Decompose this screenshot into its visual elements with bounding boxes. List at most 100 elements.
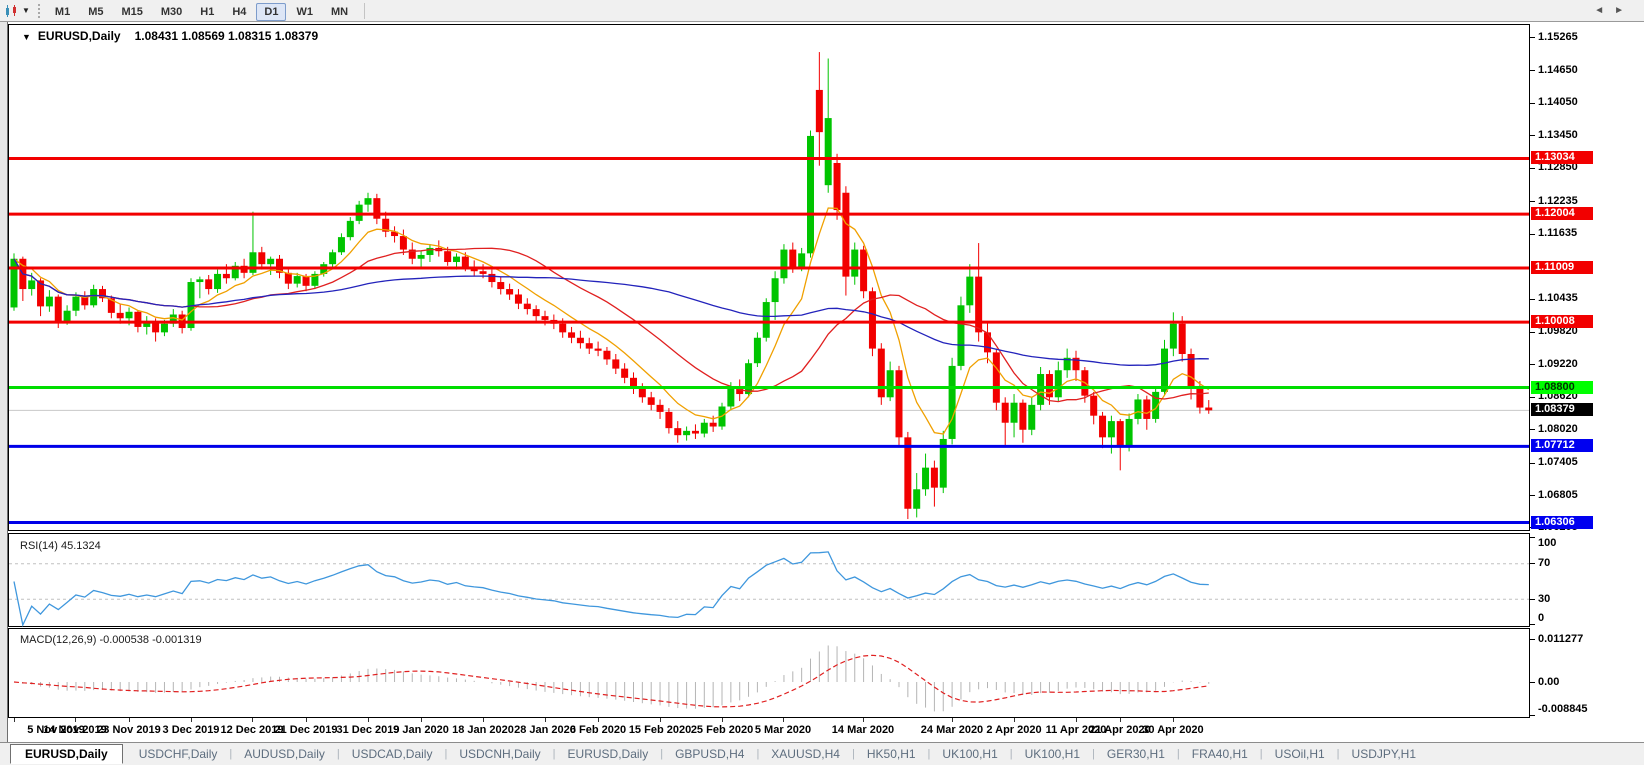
date-label: 14 Mar 2020 [831,724,895,736]
tab-separator: | [1009,748,1013,760]
date-label: 6 Feb 2020 [569,724,627,736]
chart-tab-1[interactable]: USDCHF,Daily [138,747,218,761]
chart-tab-bar: EURUSD,Daily USDCHF,Daily | AUDUSD,Daily | US… [0,742,1644,765]
chart-tab-14[interactable]: USDJPY,H1 [1351,747,1417,761]
tab-separator: | [1092,748,1095,760]
chart-tab-6[interactable]: GBPUSD,H4 [675,747,745,761]
chart-tab-7[interactable]: XAUUSD,H4 [771,747,840,761]
date-tick-mark [483,718,484,722]
date-tick-mark [1014,718,1015,722]
window-left-edge [0,22,8,742]
tab-separator: | [552,748,556,760]
tab-scroll-right-icon[interactable]: ► [1614,5,1634,16]
axis-tick-mark [1530,563,1535,564]
macd-tick-label: 0.00 [1538,675,1560,688]
timeframe-button-d1[interactable]: D1 [256,2,287,21]
rsi-tick-label: 30 [1538,592,1551,605]
chart-title: ▼ EURUSD,Daily 1.08431 1.08569 1.08315 1.0… [22,29,318,43]
date-label: 21 Dec 2019 [274,724,338,736]
axis-tick-mark [1530,397,1535,398]
date-tick-mark [252,718,253,722]
date-label: 24 Mar 2020 [920,724,984,736]
price-axis[interactable]: 1.15265 1.14650 1.14050 1.13450 1.12850 1.122… [1530,24,1644,718]
rsi-line [13,551,1209,628]
chart-tab-10[interactable]: UK100,H1 [1024,747,1081,761]
axis-tick-mark [1530,364,1535,365]
chart-plot-area[interactable] [8,24,1530,718]
chart-tab-3[interactable]: USDCAD,Daily [351,747,433,761]
timeframe-button-h1[interactable]: H1 [200,5,215,18]
axis-tick-mark [1530,715,1535,716]
date-tick-mark [306,718,307,722]
axis-tick-mark [1530,537,1535,538]
tab-scroll-left-icon[interactable]: ◄ [1594,5,1615,16]
chart-tab-5[interactable]: EURUSD,Daily [567,747,649,761]
macd-tick-label: -0.008845 [1538,703,1588,715]
price-tick-label: 1.15265 [1538,31,1578,43]
chevron-down-icon[interactable]: ▼ [22,6,30,15]
date-label: 11 Apr 2020 [1045,724,1107,736]
chart-tab-2[interactable]: AUDUSD,Daily [244,747,325,761]
price-tick-label: 1.14050 [1538,96,1578,108]
timeframe-button-h4[interactable]: H4 [232,5,247,18]
rsi-panel-frame [8,533,1530,627]
toolbar-grip[interactable] [37,3,40,18]
axis-tick-mark [1530,495,1535,496]
date-tick-mark [545,718,546,722]
tab-separator: | [336,748,340,760]
axis-tick-mark [1530,135,1535,136]
level-price-label: 1.07712 [1531,439,1593,452]
date-axis[interactable]: 5 Nov 2019 14 Nov 2019 23 Nov 2019 3 Dec 20… [8,718,1530,742]
price-tick-label: 1.11635 [1538,227,1578,239]
axis-tick-mark [1530,37,1535,38]
axis-tick-mark [1530,639,1535,640]
level-price-label: 1.08800 [1531,381,1593,394]
macd-tick-label: 0.011277 [1538,632,1584,645]
timeframe-button-w1[interactable]: W1 [296,5,313,18]
date-tick-mark [75,718,76,722]
rsi-tick-label: 0 [1538,612,1545,624]
timeframe-button-mn[interactable]: MN [330,5,349,18]
date-tick-mark [660,718,661,722]
chart-symbol-label: EURUSD,Daily [37,29,121,43]
date-tick-mark [421,718,422,722]
chart-tab-0[interactable]: EURUSD,Daily [10,744,123,764]
date-label: 25 Feb 2020 [690,724,754,736]
chart-tab-4[interactable]: USDCNH,Daily [459,747,541,761]
chart-tab-12[interactable]: FRA40,H1 [1191,747,1248,761]
price-tick-label: 1.13450 [1538,129,1578,141]
axis-tick-mark [1530,599,1535,600]
axis-tick-mark [1530,103,1535,104]
tab-separator: | [1259,748,1263,760]
chart-type-icon[interactable] [4,3,20,19]
chart-menu-icon[interactable]: ▼ [22,32,31,42]
date-tick-mark [863,718,864,722]
date-label: 21 Apr 2020 [1089,724,1151,736]
price-tick-label: 1.08020 [1538,423,1578,435]
date-label: 23 Nov 2019 [97,724,161,736]
date-label: 2 Apr 2020 [986,724,1042,736]
tab-separator: | [229,748,233,760]
timeframe-button-m1[interactable]: M1 [54,5,71,18]
rsi-tick-label: 100 [1538,537,1557,549]
level-price-label: 1.13034 [1531,151,1593,164]
chart-tab-11[interactable]: GER30,H1 [1106,747,1165,761]
tab-separator: | [660,748,664,760]
tab-scroll-arrows: ◄► [1594,5,1634,16]
timeframe-button-m5[interactable]: M5 [88,5,104,18]
macd-signal-line [13,654,1209,708]
date-tick-mark [368,718,369,722]
price-tick-label: 1.12850 [1538,161,1578,173]
axis-tick-mark [1530,624,1535,625]
timeframe-button-m15[interactable]: M15 [121,5,143,18]
axis-tick-mark [1530,70,1535,71]
chart-tab-8[interactable]: HK50,H1 [866,747,916,761]
chart-tab-9[interactable]: UK100,H1 [942,747,998,761]
tab-separator: | [927,748,931,760]
date-label: 31 Dec 2019 [336,724,400,736]
date-label: 12 Dec 2019 [220,724,284,736]
timeframe-button-m30[interactable]: M30 [160,5,183,18]
chart-tab-13[interactable]: USOil,H1 [1274,747,1325,761]
macd-panel-frame [8,628,1530,718]
price-tick-label: 1.10435 [1538,292,1578,304]
